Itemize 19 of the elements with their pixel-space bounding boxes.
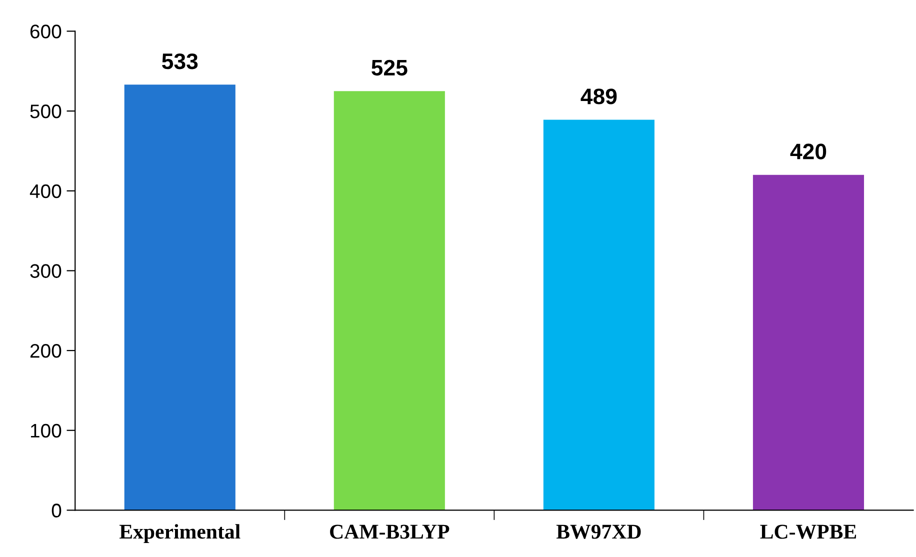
x-tick-label: CAM-B3LYP	[330, 524, 450, 539]
bar	[752, 174, 864, 510]
y-tick-label: 300	[30, 264, 62, 278]
y-tick-label: 200	[30, 344, 62, 358]
y-tick-label: 400	[30, 184, 62, 198]
bar	[543, 120, 654, 510]
x-tick-label: Experimental	[119, 524, 240, 543]
data-label: 533	[162, 53, 198, 70]
x-tick-label: BW97XD	[556, 524, 641, 539]
bar	[124, 84, 236, 510]
x-tick-label: LC-WPBE	[760, 524, 856, 539]
y-tick-label: 100	[30, 424, 62, 438]
data-label: 489	[580, 88, 617, 104]
data-label: 420	[790, 144, 826, 160]
y-tick-label: 500	[30, 104, 62, 118]
data-label: 525	[372, 60, 408, 76]
y-tick-label: 600	[30, 24, 62, 38]
bar	[334, 91, 445, 510]
y-tick-label: 0	[52, 504, 62, 518]
